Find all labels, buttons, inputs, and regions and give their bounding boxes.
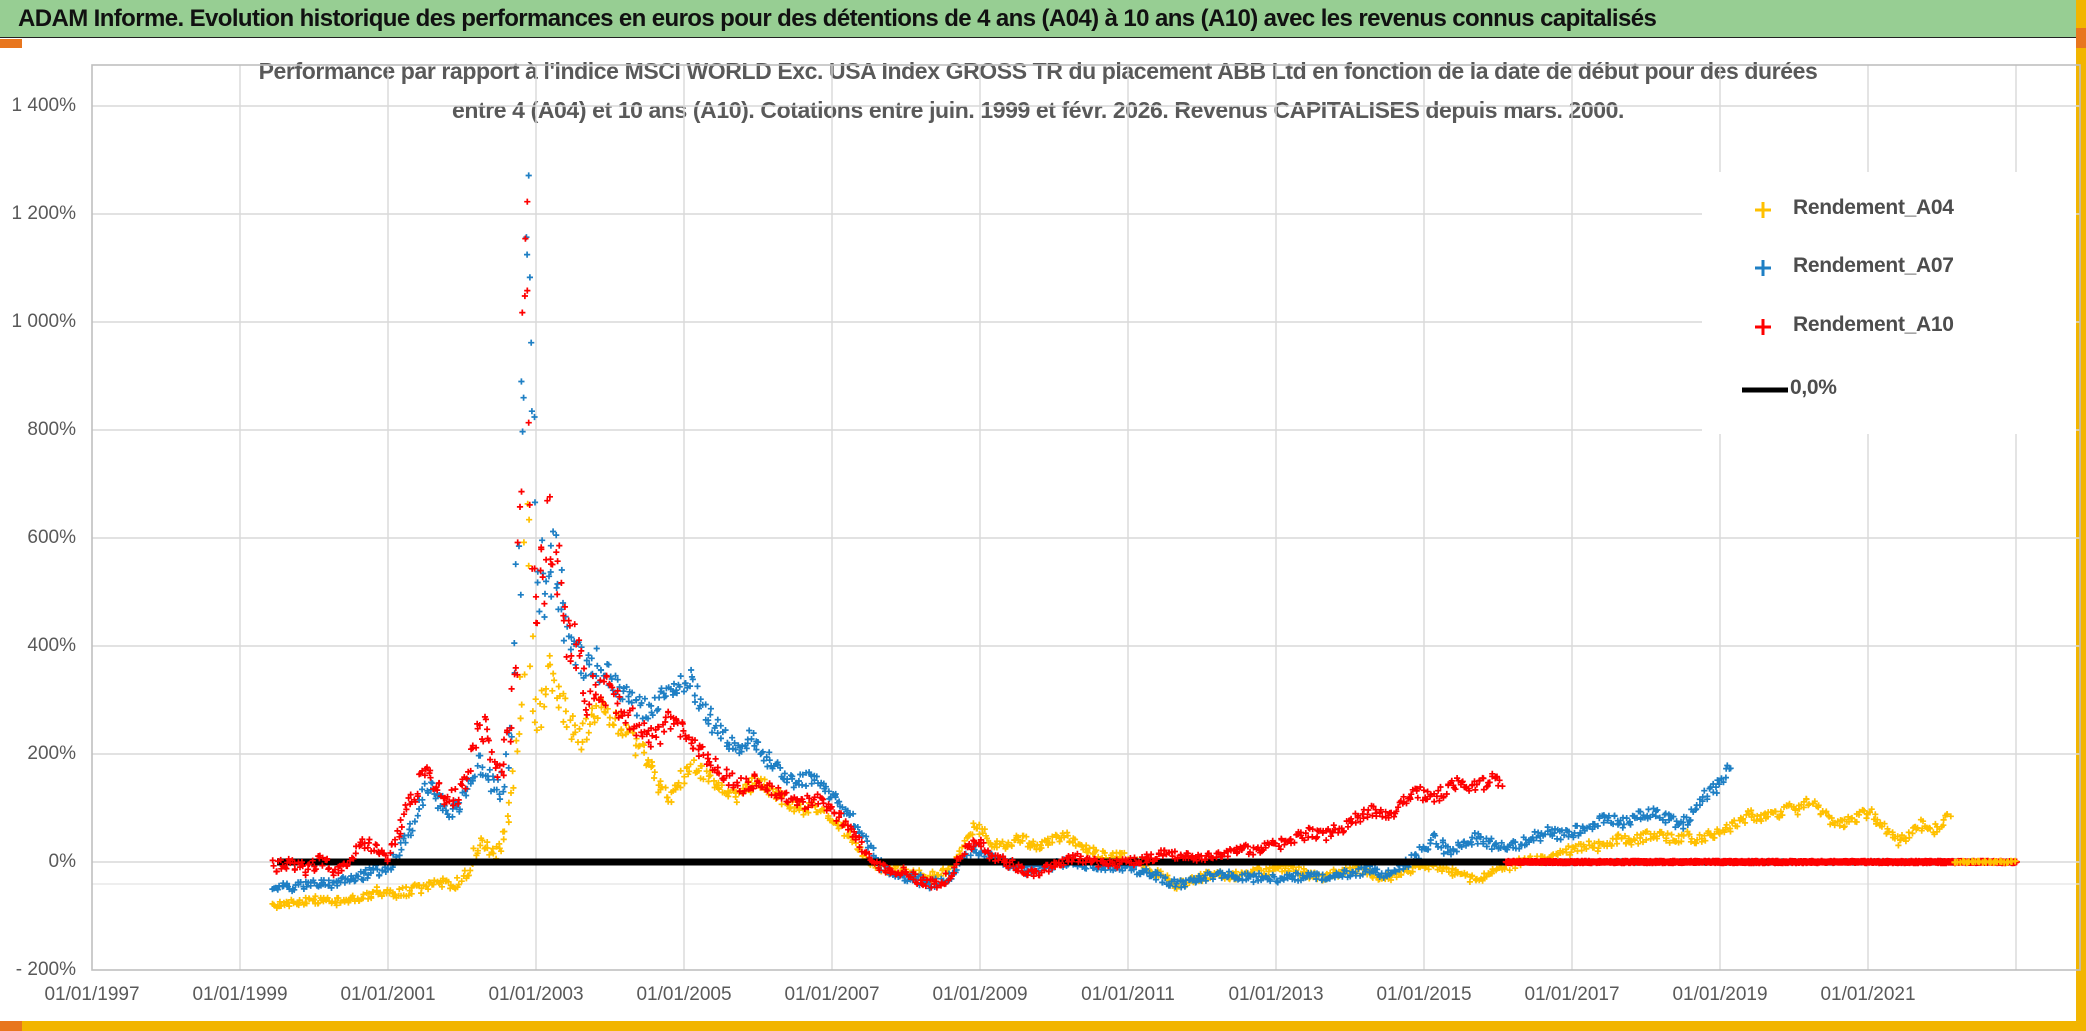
y-tick-label: 1 400% xyxy=(11,95,76,116)
x-tick-label: 01/01/2013 xyxy=(1228,984,1324,1005)
x-tick-label: 01/01/2001 xyxy=(340,984,436,1005)
chart-title-line1: Performance par rapport à l'indice MSCI … xyxy=(258,58,1818,84)
window-title-bar: ADAM Informe. Evolution historique des p… xyxy=(0,0,2076,38)
frame-corner-top-left xyxy=(0,39,22,48)
frame-corner-bottom-left xyxy=(0,1021,22,1031)
frame-bottom-strip xyxy=(0,1021,2086,1031)
y-tick-label: 0% xyxy=(48,851,76,872)
x-tick-label: 01/01/2005 xyxy=(636,984,732,1005)
legend-marker-Rendement_A07 xyxy=(1755,260,1771,276)
x-tick-label: 01/01/2017 xyxy=(1524,984,1620,1005)
legend-label-0,0%: 0,0% xyxy=(1790,376,1837,399)
y-tick-label: 200% xyxy=(27,743,76,764)
x-tick-label: 01/01/2009 xyxy=(932,984,1028,1005)
legend-label-Rendement_A04: Rendement_A04 xyxy=(1793,196,1954,219)
y-tick-label: 400% xyxy=(27,635,76,656)
plot-border xyxy=(91,64,2081,971)
series-Rendement_A07 xyxy=(269,172,1734,895)
x-tick-label: 01/01/1999 xyxy=(192,984,288,1005)
x-tick-label: 01/01/2019 xyxy=(1672,984,1768,1005)
x-tick-label: 01/01/2003 xyxy=(488,984,584,1005)
chart-title-line2: entre 4 (A04) et 10 ans (A10). Cotations… xyxy=(451,97,1625,123)
flat-zero-Rendement_A04 xyxy=(1951,857,2019,867)
legend-label-Rendement_A10: Rendement_A10 xyxy=(1793,313,1954,336)
x-tick-label: 01/01/2015 xyxy=(1376,984,1472,1005)
y-tick-label: 800% xyxy=(27,419,76,440)
x-tick-label: 01/01/2011 xyxy=(1081,984,1175,1005)
legend-label-Rendement_A07: Rendement_A07 xyxy=(1793,254,1954,277)
frame-right-strip xyxy=(2076,0,2086,1031)
x-tick-label: 01/01/1997 xyxy=(44,984,140,1005)
legend-marker-Rendement_A10 xyxy=(1755,319,1771,335)
y-tick-label: 600% xyxy=(27,527,76,548)
series-Rendement_A04 xyxy=(269,500,1954,911)
y-tick-label: - 200% xyxy=(15,959,76,980)
y-tick-label: 1 000% xyxy=(11,311,76,332)
y-tick-label: 1 200% xyxy=(11,203,76,224)
series-Rendement_A10 xyxy=(269,198,1506,891)
legend-marker-Rendement_A04 xyxy=(1755,202,1771,218)
x-tick-label: 01/01/2007 xyxy=(784,984,880,1005)
frame-right-strip-orange-cap xyxy=(2076,28,2086,48)
x-tick-label: 01/01/2021 xyxy=(1820,984,1916,1005)
flat-zero-Rendement_A10 xyxy=(1502,857,2020,867)
